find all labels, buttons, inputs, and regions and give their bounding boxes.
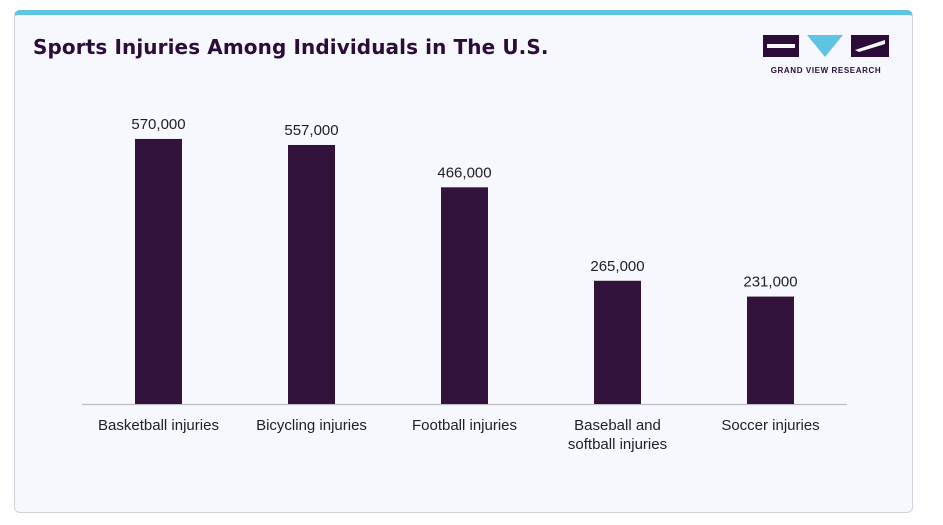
bar-chart: 570,000 Basketball injuries 557,000 Bicycli…	[82, 116, 847, 453]
x-tick-label: Basketball injuries	[98, 417, 219, 434]
bar	[135, 138, 182, 404]
chart-title: Sports Injuries Among Individuals in The…	[33, 35, 549, 59]
x-tick-label: Baseball and softball injuries	[568, 417, 667, 453]
x-tick-label: Football injuries	[412, 417, 517, 434]
data-label: 466,000	[437, 164, 491, 181]
bar	[747, 296, 794, 404]
data-label: 557,000	[284, 122, 338, 139]
data-label: 265,000	[590, 258, 644, 275]
data-label: 570,000	[131, 116, 185, 133]
data-label: 231,000	[743, 274, 797, 291]
bar	[441, 187, 488, 404]
logo-mark-icon	[763, 35, 889, 57]
x-tick-label: Soccer injuries	[721, 417, 819, 434]
chart-card: Sports Injuries Among Individuals in The…	[14, 10, 913, 513]
grand-view-research-logo: GRAND VIEW RESEARCH	[763, 35, 889, 75]
logo-text: GRAND VIEW RESEARCH	[770, 66, 882, 75]
bar	[594, 280, 641, 404]
x-tick-label: Bicycling injuries	[256, 417, 367, 434]
bar	[288, 144, 335, 404]
